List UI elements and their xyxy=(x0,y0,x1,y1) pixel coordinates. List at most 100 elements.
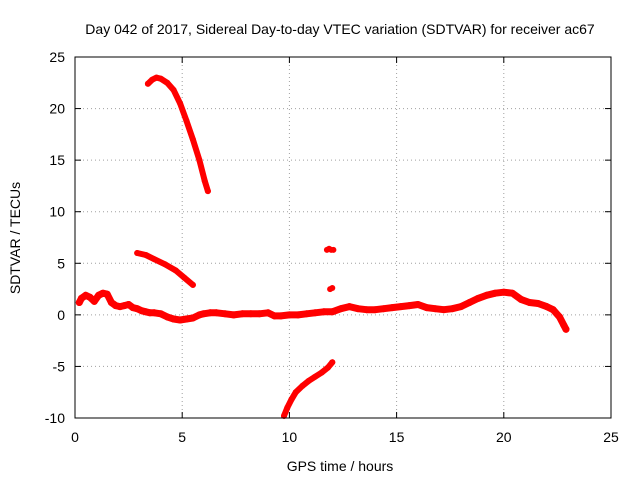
data-point xyxy=(103,290,111,298)
data-point xyxy=(292,389,299,396)
data-point xyxy=(157,310,165,318)
data-point xyxy=(329,285,336,291)
data-point xyxy=(320,308,328,316)
data-point xyxy=(397,303,405,311)
data-point xyxy=(163,313,171,321)
data-point xyxy=(448,305,456,313)
data-point xyxy=(270,312,278,320)
data-point xyxy=(312,373,319,380)
data-point xyxy=(285,311,293,319)
data-point xyxy=(330,246,337,253)
plot-frame xyxy=(74,56,612,419)
data-point xyxy=(288,396,295,403)
data-point xyxy=(142,252,149,258)
data-point xyxy=(491,289,499,297)
y-tick-label: 20 xyxy=(49,101,65,117)
data-point xyxy=(170,87,177,93)
x-tick-label: 10 xyxy=(282,429,298,445)
data-point xyxy=(183,315,190,323)
data-point xyxy=(305,377,312,384)
data-point xyxy=(90,297,98,305)
chart-title: Day 042 of 2017, Sidereal Day-to-day VTE… xyxy=(85,21,595,37)
data-point xyxy=(247,310,255,318)
series-arc-mid xyxy=(134,250,196,288)
data-point xyxy=(474,294,482,302)
data-point xyxy=(150,309,158,317)
data-point xyxy=(325,364,331,371)
data-point xyxy=(281,412,287,419)
series-arc-low xyxy=(281,359,336,419)
data-point xyxy=(255,310,263,318)
data-point xyxy=(543,303,551,311)
y-tick-label: 0 xyxy=(57,307,65,323)
data-point xyxy=(206,309,214,317)
series-arc-high xyxy=(144,74,211,195)
data-point xyxy=(328,308,336,316)
grid xyxy=(75,57,611,418)
data-point xyxy=(189,281,196,288)
data-point xyxy=(162,261,168,268)
data-point xyxy=(164,79,171,86)
data-point xyxy=(388,304,396,312)
data-point xyxy=(311,309,319,317)
data-point xyxy=(204,188,211,195)
data-point xyxy=(406,302,413,310)
data-point xyxy=(181,274,188,281)
data-point xyxy=(303,310,311,318)
y-axis-label: SDTVAR / TECUs xyxy=(7,182,23,294)
data-point xyxy=(134,250,141,256)
series-blip xyxy=(323,245,337,293)
data-point xyxy=(414,301,422,308)
data-point xyxy=(517,295,525,303)
y-tick-label: 15 xyxy=(49,152,65,168)
x-tick-label: 5 xyxy=(178,429,186,445)
data-point xyxy=(457,303,465,311)
data-point xyxy=(284,404,291,411)
y-tick-label: 10 xyxy=(49,204,65,220)
data-point xyxy=(200,310,208,318)
y-tick-label: 25 xyxy=(49,49,65,65)
x-tick-label: 25 xyxy=(603,429,619,445)
data-point xyxy=(431,305,439,313)
data-point xyxy=(363,306,371,314)
data-point xyxy=(189,314,197,322)
data-point xyxy=(440,306,448,314)
data-point xyxy=(423,304,431,312)
y-tick-label: -5 xyxy=(53,358,66,374)
data-point xyxy=(201,177,208,184)
axis-ticks: 0 5 10 15 20 25 -10 -5 0 5 10 15 20 25 xyxy=(45,49,619,445)
data-point xyxy=(277,312,285,320)
data-point xyxy=(345,303,353,311)
data-point xyxy=(189,136,196,143)
data-point xyxy=(466,299,473,306)
data-point xyxy=(170,315,178,323)
data-point xyxy=(176,316,184,324)
data-point xyxy=(264,309,272,317)
data-point xyxy=(549,306,557,314)
data-point xyxy=(151,256,158,263)
data-point xyxy=(183,117,190,124)
data-point xyxy=(238,310,246,318)
data-point xyxy=(221,310,229,318)
data-point xyxy=(556,313,563,321)
data-point xyxy=(299,383,306,389)
series-line xyxy=(144,74,211,195)
data-point xyxy=(500,288,508,296)
series-line xyxy=(281,359,336,419)
data-point xyxy=(318,369,325,376)
data-point xyxy=(380,305,388,313)
data-point xyxy=(354,305,362,313)
data-point xyxy=(337,305,345,313)
data-point xyxy=(144,80,151,87)
data-point xyxy=(213,309,220,317)
data-point xyxy=(526,299,533,306)
data-point xyxy=(157,75,164,82)
x-tick-label: 20 xyxy=(496,429,512,445)
data-point xyxy=(230,311,238,319)
data-point xyxy=(329,359,336,366)
data-point xyxy=(508,289,516,297)
data-point xyxy=(172,267,179,274)
data-point xyxy=(196,157,203,164)
x-tick-label: 15 xyxy=(389,429,405,445)
data-point xyxy=(483,291,491,299)
